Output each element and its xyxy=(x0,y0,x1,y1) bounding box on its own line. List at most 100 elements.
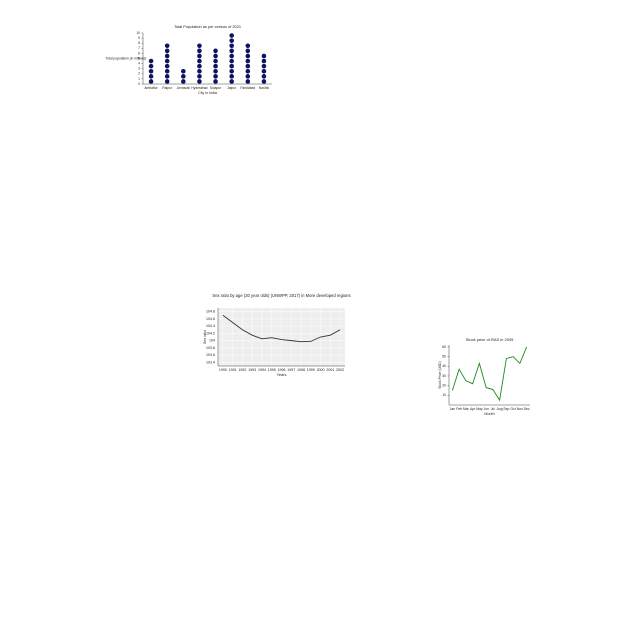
x-tick-label: 1999 xyxy=(307,368,315,372)
line xyxy=(451,346,528,402)
x-tick-label: May xyxy=(476,407,483,411)
dot xyxy=(197,58,202,64)
y-tick-label: 104.2 xyxy=(206,331,215,335)
y-tick-label: 60 xyxy=(442,345,446,349)
chart-title: Stock price of RAS in 2005 xyxy=(466,337,515,342)
x-tick-label: Sep xyxy=(503,407,509,411)
x-tick-label: 2001 xyxy=(326,368,334,372)
line xyxy=(222,314,341,343)
dot xyxy=(229,74,234,79)
y-tick-label: 3 xyxy=(138,67,140,71)
chart-title: Total Population as per census of 2021 xyxy=(174,24,241,29)
dot xyxy=(245,43,251,49)
dot xyxy=(197,53,202,59)
dot-column xyxy=(148,58,154,84)
dot xyxy=(181,68,186,74)
x-tick-label: 1991 xyxy=(229,368,237,372)
x-tick-label: 1998 xyxy=(297,368,305,372)
y-tick-label: 103.8 xyxy=(206,346,215,350)
dot xyxy=(197,79,202,84)
y-tick-label: 9 xyxy=(138,36,140,40)
x-tick-label: 1995 xyxy=(268,368,276,372)
x-tick-label: Jan xyxy=(450,407,456,411)
dot xyxy=(164,68,170,74)
y-axis-label: Sex ratio xyxy=(203,330,207,344)
x-tick-label: Mar xyxy=(463,407,470,411)
dot xyxy=(213,79,218,84)
dot-column xyxy=(261,53,267,84)
dot xyxy=(245,79,251,84)
dot-column xyxy=(245,43,251,84)
dot xyxy=(148,68,154,74)
x-tick-label: 2002 xyxy=(336,368,344,372)
dot xyxy=(229,79,234,84)
x-tick-label: Jaipur xyxy=(227,86,237,90)
x-tick-label: 1994 xyxy=(258,368,266,372)
chart: Stock price of RAS in 2005 10 20 30 40 50 60 Ja… xyxy=(438,337,530,416)
y-tick-label: 10 xyxy=(136,31,140,35)
dot xyxy=(213,53,218,59)
y-tick-label: 10 xyxy=(442,393,446,397)
dot xyxy=(164,58,170,64)
y-tick-label: 103.6 xyxy=(206,353,215,357)
x-tick-label: Feb xyxy=(456,407,462,411)
dot xyxy=(164,74,170,79)
dot xyxy=(197,43,202,49)
y-axis-label: Total population (in millions) xyxy=(106,56,147,60)
x-tick-label: 2000 xyxy=(317,368,325,372)
y-tick-label: 8 xyxy=(138,41,140,45)
dot-column xyxy=(213,48,218,84)
dot-column xyxy=(164,43,170,84)
y-tick-label: 1 xyxy=(138,77,140,81)
dot xyxy=(213,58,218,64)
y-tick-label: 30 xyxy=(442,374,446,378)
dot xyxy=(229,63,234,69)
x-tick-label: 1996 xyxy=(278,368,286,372)
x-tick-label: Solapur xyxy=(210,86,222,90)
x-tick-label: Jun xyxy=(483,407,489,411)
x-tick-label: Aug xyxy=(497,407,503,411)
y-tick-label: 103.4 xyxy=(206,360,215,364)
dot xyxy=(197,48,202,54)
dot xyxy=(164,79,170,84)
y-tick-label: 4 xyxy=(138,61,140,65)
x-axis-label: Month xyxy=(484,412,494,416)
dot xyxy=(164,53,170,59)
dot xyxy=(229,53,234,59)
x-axis-label: City in India xyxy=(198,91,217,95)
dot xyxy=(148,74,154,79)
x-tick-label: Dec xyxy=(524,407,530,411)
dot xyxy=(229,33,234,38)
dot xyxy=(197,74,202,79)
dot xyxy=(181,79,186,84)
x-tick-label: Hyderabad xyxy=(191,86,207,90)
dot xyxy=(164,43,170,49)
dot xyxy=(181,74,186,79)
dot xyxy=(148,58,154,64)
y-tick-label: 104 xyxy=(209,339,215,343)
y-tick-label: 40 xyxy=(442,364,446,368)
dot xyxy=(245,53,251,59)
dot-column xyxy=(181,68,186,84)
x-tick-label: 1997 xyxy=(287,368,295,372)
dot xyxy=(229,48,234,54)
x-tick-label: Nashik xyxy=(259,86,269,90)
dot-column xyxy=(197,43,202,84)
dot xyxy=(245,68,251,74)
x-tick-label: Jul xyxy=(491,407,496,411)
x-tick-label: Nov xyxy=(517,407,523,411)
y-tick-label: 20 xyxy=(442,384,446,388)
dot xyxy=(148,63,154,69)
dot xyxy=(148,79,154,84)
dot xyxy=(213,48,218,54)
y-tick-label: 50 xyxy=(442,355,446,359)
x-tick-label: Ambattur xyxy=(144,86,158,90)
chart: Sex ratio by age (20 year olds) (UNWPP, … xyxy=(203,293,351,377)
dot xyxy=(261,68,267,74)
dot xyxy=(197,68,202,74)
dot xyxy=(245,58,251,64)
dot xyxy=(261,53,267,59)
x-tick-label: 1990 xyxy=(219,368,227,372)
dot xyxy=(229,58,234,64)
